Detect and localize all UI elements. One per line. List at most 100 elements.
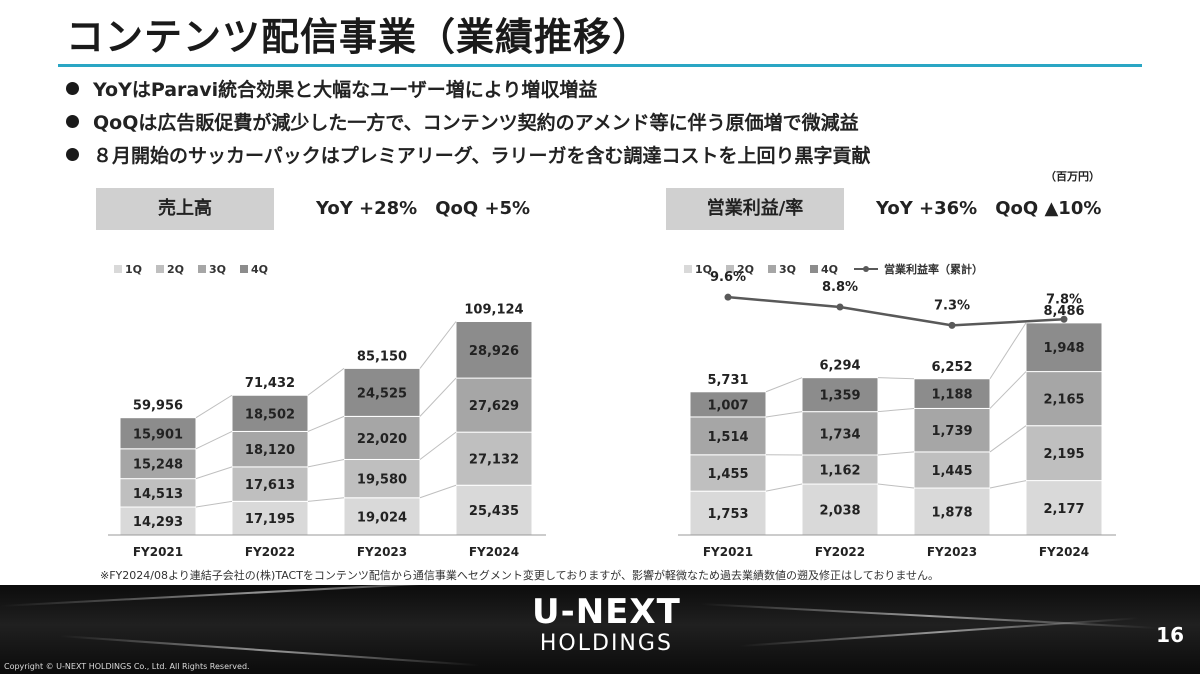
- margin-label: 9.6%: [710, 270, 746, 285]
- profit-growth-metric: YoY +36% QoQ ▲10%: [876, 198, 1102, 219]
- bar-segment-2q: [231, 466, 309, 502]
- bar-total-label: 5,731: [707, 373, 748, 388]
- margin-point: [836, 303, 844, 311]
- bar-segment-4q: [231, 394, 309, 432]
- bullet-item: YoYはParavi統合効果と大幅なユーザー増により増収増益: [66, 74, 870, 107]
- legend-swatch-2q: [726, 265, 734, 273]
- bar-value-label: 18,120: [245, 443, 295, 458]
- footer-band: U-NEXT HOLDINGS 16 Copyright © U-NEXT HO…: [0, 585, 1200, 674]
- legend-label-3q: 3Q: [209, 263, 226, 276]
- legend-label-1q: 1Q: [695, 263, 712, 276]
- bar-segment-4q: [343, 367, 421, 417]
- bar-segment-1q: [1025, 480, 1103, 536]
- bar-segment-4q: [1025, 322, 1103, 373]
- company-logo: U-NEXT HOLDINGS: [532, 593, 681, 657]
- margin-label: 7.8%: [1046, 292, 1082, 307]
- bar-value-label: 19,024: [357, 510, 407, 525]
- bar-value-label: 14,513: [133, 487, 183, 502]
- margin-label: 7.3%: [934, 298, 970, 313]
- bullet-item: ８月開始のサッカーパックはプレミアリーグ、ラリーガを含む調達コストを上回り黒字貢…: [66, 140, 870, 173]
- legend-label-2q: 2Q: [167, 263, 184, 276]
- x-tick-label: FY2024: [1039, 545, 1089, 559]
- legend-label-margin: 営業利益率（累計）: [884, 262, 983, 276]
- legend-label-3q: 3Q: [779, 263, 796, 276]
- bar-total-label: 85,150: [357, 349, 407, 364]
- legend-label-2q: 2Q: [737, 263, 754, 276]
- footer-streak: [0, 585, 520, 607]
- unit-label: （百万円）: [1045, 170, 1100, 183]
- bar-value-label: 1,162: [819, 464, 860, 479]
- margin-label: 8.8%: [822, 280, 858, 295]
- bullet-text: QoQは広告販促費が減少した一方で、コンテンツ契約のアメンド等に伴う原価増で微減…: [93, 112, 859, 134]
- bullet-item: QoQは広告販促費が減少した一方で、コンテンツ契約のアメンド等に伴う原価増で微減…: [66, 107, 870, 140]
- bar-value-label: 1,359: [819, 389, 860, 404]
- bar-segment-3q: [231, 430, 309, 468]
- copyright: Copyright © U-NEXT HOLDINGS Co., Ltd. Al…: [4, 662, 250, 671]
- bar-segment-3q: [801, 411, 879, 456]
- bar-segment-4q: [119, 417, 197, 450]
- legend-swatch-4q: [810, 265, 818, 273]
- bar-segment-3q: [343, 415, 421, 460]
- footer-streak: [699, 603, 1160, 630]
- connector-line: [419, 484, 457, 499]
- bar-value-label: 1,878: [931, 506, 972, 521]
- legend-swatch-1q: [114, 265, 122, 273]
- bar-value-label: 15,248: [133, 458, 183, 473]
- bar-segment-4q: [689, 391, 767, 418]
- connector-line: [307, 368, 345, 396]
- bar-value-label: 2,165: [1043, 393, 1084, 408]
- bar-segment-3q: [913, 407, 991, 453]
- bar-segment-2q: [1025, 425, 1103, 482]
- x-tick-label: FY2021: [703, 545, 753, 559]
- bar-value-label: 25,435: [469, 504, 519, 519]
- connector-line: [419, 431, 457, 460]
- bar-value-label: 1,734: [819, 427, 860, 442]
- bullet-dot-icon: [66, 82, 79, 95]
- connector-line: [195, 430, 233, 450]
- bar-value-label: 19,580: [357, 473, 407, 488]
- connector-line: [419, 321, 457, 369]
- legend-swatch-1q: [684, 265, 692, 273]
- bar-value-label: 27,132: [469, 453, 519, 468]
- connector-line: [877, 407, 915, 413]
- bullet-dot-icon: [66, 115, 79, 128]
- connector-line: [765, 411, 803, 418]
- bar-value-label: 1,948: [1043, 341, 1084, 356]
- x-tick-label: FY2022: [815, 545, 865, 559]
- x-tick-label: FY2023: [357, 545, 407, 559]
- legend-swatch-2q: [156, 265, 164, 273]
- bar-value-label: 2,195: [1043, 447, 1084, 462]
- bar-value-label: 2,177: [1043, 502, 1084, 517]
- bar-total-label: 8,486: [1043, 304, 1084, 319]
- summary-bullets: YoYはParavi統合効果と大幅なユーザー増により増収増益 QoQは広告販促費…: [66, 74, 870, 173]
- connector-line: [195, 394, 233, 419]
- bar-total-label: 71,432: [245, 376, 295, 391]
- logo-main-text: U-NEXT: [532, 592, 681, 632]
- bar-value-label: 14,293: [133, 515, 183, 530]
- connector-line: [419, 377, 457, 417]
- revenue-panel-label: 売上高: [96, 188, 274, 230]
- bar-total-label: 109,124: [464, 303, 523, 318]
- legend-swatch-4q: [240, 265, 248, 273]
- bar-segment-2q: [689, 454, 767, 492]
- footnote: ※FY2024/08より連結子会社の(株)TACTをコンテンツ配信から通信事業へ…: [100, 569, 940, 582]
- bullet-text: YoYはParavi統合効果と大幅なユーザー増により増収増益: [93, 79, 598, 101]
- legend-label-4q: 4Q: [251, 263, 268, 276]
- bar-segment-3q: [455, 377, 533, 433]
- bar-segment-2q: [119, 478, 197, 508]
- connector-line: [989, 480, 1027, 489]
- bar-segment-4q: [455, 321, 533, 379]
- connector-line: [989, 371, 1027, 409]
- bar-value-label: 24,525: [357, 386, 407, 401]
- connector-line: [195, 466, 233, 480]
- bar-segment-3q: [1025, 371, 1103, 427]
- footer-streak: [739, 617, 1140, 647]
- bar-value-label: 1,188: [931, 388, 972, 403]
- connector-line: [195, 500, 233, 508]
- connector-line: [877, 377, 915, 380]
- bar-segment-4q: [801, 377, 879, 413]
- legend-label-1q: 1Q: [125, 263, 142, 276]
- bar-segment-1q: [119, 506, 197, 536]
- bar-segment-2q: [343, 458, 421, 499]
- x-tick-label: FY2021: [133, 545, 183, 559]
